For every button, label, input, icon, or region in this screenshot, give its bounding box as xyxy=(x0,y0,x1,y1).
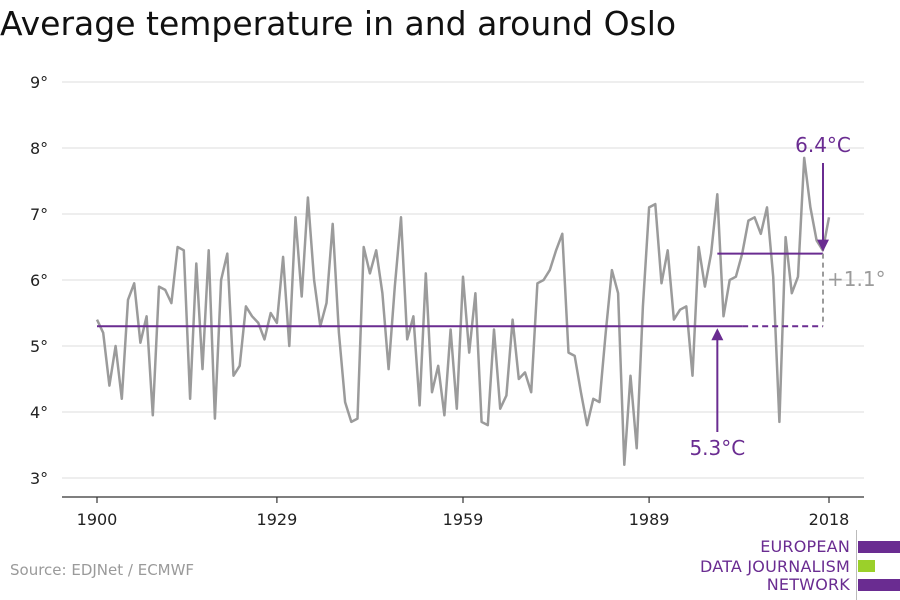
x-tick-label-1959: 1959 xyxy=(443,510,484,529)
y-tick-label-7: 7° xyxy=(30,205,48,224)
delta-label: +1.1° xyxy=(827,267,886,291)
series-layer xyxy=(95,156,831,467)
baseline-label: 5.3°C xyxy=(689,436,745,460)
annotations: 5.3°C 6.4°C +1.1° xyxy=(97,133,886,460)
logo-bar-purple-top xyxy=(858,541,900,553)
x-tick-label-1929: 1929 xyxy=(257,510,298,529)
logo-divider xyxy=(856,530,857,600)
chart-title: Average temperature in and around Oslo xyxy=(0,4,677,43)
logo-bar-green xyxy=(858,560,875,572)
recent-label: 6.4°C xyxy=(795,133,851,157)
y-axis-ticks: 3° 4° 5° 6° 7° 8° 9° xyxy=(30,73,48,488)
recent-arrow-head xyxy=(817,239,829,252)
x-tick-label-1989: 1989 xyxy=(629,510,670,529)
y-tick-label-3: 3° xyxy=(30,469,48,488)
y-tick-label-9: 9° xyxy=(30,73,48,92)
edjnet-logo[interactable]: EUROPEAN DATA JOURNALISM NETWORK xyxy=(690,530,900,600)
x-tick-label-2018: 2018 xyxy=(809,510,850,529)
logo-line-3: NETWORK xyxy=(766,575,850,594)
logo-line-2: DATA JOURNALISM xyxy=(700,557,850,576)
y-tick-label-8: 8° xyxy=(30,139,48,158)
logo-line-1: EUROPEAN xyxy=(760,537,850,556)
source-note: Source: EDJNet / ECMWF xyxy=(10,561,195,579)
baseline-arrow-head xyxy=(711,328,724,341)
y-tick-label-4: 4° xyxy=(30,403,48,422)
temperature-line xyxy=(95,156,831,467)
x-axis: 1900 1929 1959 1989 2018 xyxy=(62,496,864,529)
logo-bar-purple-bottom xyxy=(858,579,900,591)
y-tick-label-6: 6° xyxy=(30,271,48,290)
y-tick-label-5: 5° xyxy=(30,337,48,356)
x-tick-label-1900: 1900 xyxy=(77,510,118,529)
